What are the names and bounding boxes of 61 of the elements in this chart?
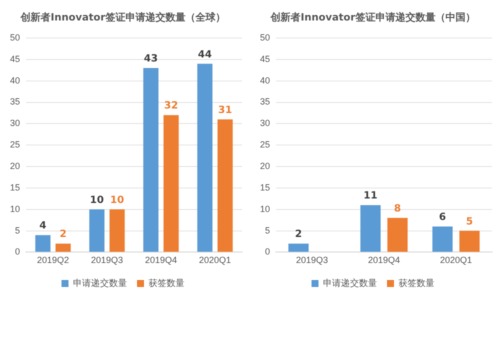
data-label: 8 bbox=[394, 204, 402, 215]
y-tick-label: 50 bbox=[260, 32, 270, 42]
y-tick-label: 5 bbox=[14, 225, 20, 236]
chart-title: 创新者Innovator签证申请递交数量（全球） bbox=[20, 12, 226, 24]
legend-label: 申请递交数量 bbox=[323, 278, 377, 288]
x-tick-label: 2020Q1 bbox=[440, 255, 472, 266]
y-tick-label: 40 bbox=[260, 75, 270, 86]
data-label: 10 bbox=[110, 194, 124, 206]
bar bbox=[89, 209, 104, 252]
x-tick-label: 2019Q4 bbox=[368, 255, 400, 266]
y-tick-label: 5 bbox=[264, 225, 270, 236]
data-label: 32 bbox=[164, 100, 178, 112]
y-tick-label: 0 bbox=[14, 246, 20, 257]
y-tick-label: 45 bbox=[10, 54, 20, 64]
y-tick-label: 45 bbox=[260, 54, 270, 64]
y-tick-label: 15 bbox=[260, 182, 270, 192]
y-tick-label: 10 bbox=[10, 204, 20, 214]
data-label: 2 bbox=[60, 229, 67, 240]
legend-label: 获签数量 bbox=[148, 278, 184, 288]
y-tick-label: 40 bbox=[10, 75, 20, 86]
y-tick-label: 35 bbox=[10, 96, 20, 107]
legend-label: 申请递交数量 bbox=[73, 278, 127, 288]
data-label: 44 bbox=[198, 49, 212, 60]
y-tick-label: 30 bbox=[260, 118, 270, 128]
bar bbox=[218, 119, 233, 252]
x-tick-label: 2019Q2 bbox=[36, 255, 70, 266]
bar bbox=[110, 209, 125, 252]
x-tick-label: 2019Q3 bbox=[90, 255, 124, 266]
y-tick-label: 10 bbox=[260, 204, 270, 214]
y-tick-label: 20 bbox=[260, 161, 270, 172]
bar bbox=[459, 230, 480, 252]
bar bbox=[387, 218, 408, 252]
data-label: 43 bbox=[144, 54, 158, 65]
y-tick-label: 25 bbox=[10, 140, 20, 150]
x-tick-label: 2019Q3 bbox=[296, 255, 328, 266]
y-tick-label: 20 bbox=[10, 161, 20, 172]
x-tick-label: 2020Q1 bbox=[198, 255, 232, 266]
bar bbox=[35, 235, 50, 252]
bar bbox=[288, 244, 309, 252]
y-tick-label: 50 bbox=[10, 32, 20, 42]
data-label: 2 bbox=[295, 229, 302, 240]
bar bbox=[56, 244, 71, 252]
bar bbox=[164, 115, 179, 252]
bar bbox=[197, 64, 212, 252]
bar bbox=[360, 205, 381, 252]
y-tick-label: 25 bbox=[260, 140, 270, 150]
y-tick-label: 0 bbox=[264, 246, 270, 257]
data-label: 4 bbox=[39, 220, 46, 232]
data-label: 5 bbox=[466, 216, 474, 228]
y-tick-label: 15 bbox=[10, 182, 20, 192]
y-tick-label: 30 bbox=[10, 118, 20, 128]
data-label: 31 bbox=[218, 104, 232, 116]
data-label: 11 bbox=[364, 190, 378, 202]
bar bbox=[432, 226, 453, 252]
bar bbox=[143, 68, 158, 252]
data-label: 10 bbox=[90, 194, 104, 206]
y-tick-label: 35 bbox=[260, 96, 270, 107]
legend-label: 获签数量 bbox=[398, 278, 434, 288]
chart-title: 创新者Innovator签证申请递交数量（中国） bbox=[270, 12, 476, 24]
data-label: 6 bbox=[439, 212, 446, 224]
x-tick-label: 2019Q4 bbox=[144, 255, 178, 266]
